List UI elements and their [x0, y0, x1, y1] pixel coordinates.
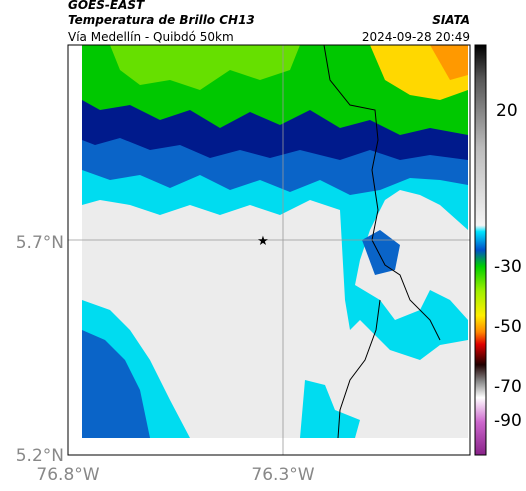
- coldest-core: [430, 45, 468, 80]
- boundary: [323, 45, 441, 438]
- location-marker: ★: [257, 234, 269, 249]
- y-tick-label: 5.7°N: [16, 233, 64, 253]
- colorbar-tick-label: -50: [494, 317, 522, 337]
- route: Vía Medellín - Quibdó 50km: [68, 30, 234, 44]
- map: ★: [67, 44, 471, 456]
- y-tick-label: 5.2°N: [16, 446, 64, 466]
- timestamp: 2024-09-28 20:49: [362, 30, 470, 44]
- colorbar-tick-label: -90: [494, 411, 522, 431]
- blue-sw: [82, 330, 150, 438]
- map-frame: [67, 44, 471, 456]
- colorbar-tick-label: 20: [496, 101, 518, 121]
- product: Temperatura de Brillo CH13: [68, 13, 255, 27]
- colder-top: [110, 45, 300, 90]
- colorbar: [474, 44, 487, 456]
- blue-e: [362, 230, 400, 275]
- x-tick-label: 76.3°W: [251, 465, 314, 485]
- agency: SIATA: [432, 13, 470, 27]
- colorbar-tick-label: -30: [494, 257, 522, 277]
- source: GOES-EAST: [68, 0, 145, 12]
- cyan-s: [300, 380, 360, 438]
- x-tick-label: 76.8°W: [36, 465, 99, 485]
- colorbar-tick-label: -70: [494, 377, 522, 397]
